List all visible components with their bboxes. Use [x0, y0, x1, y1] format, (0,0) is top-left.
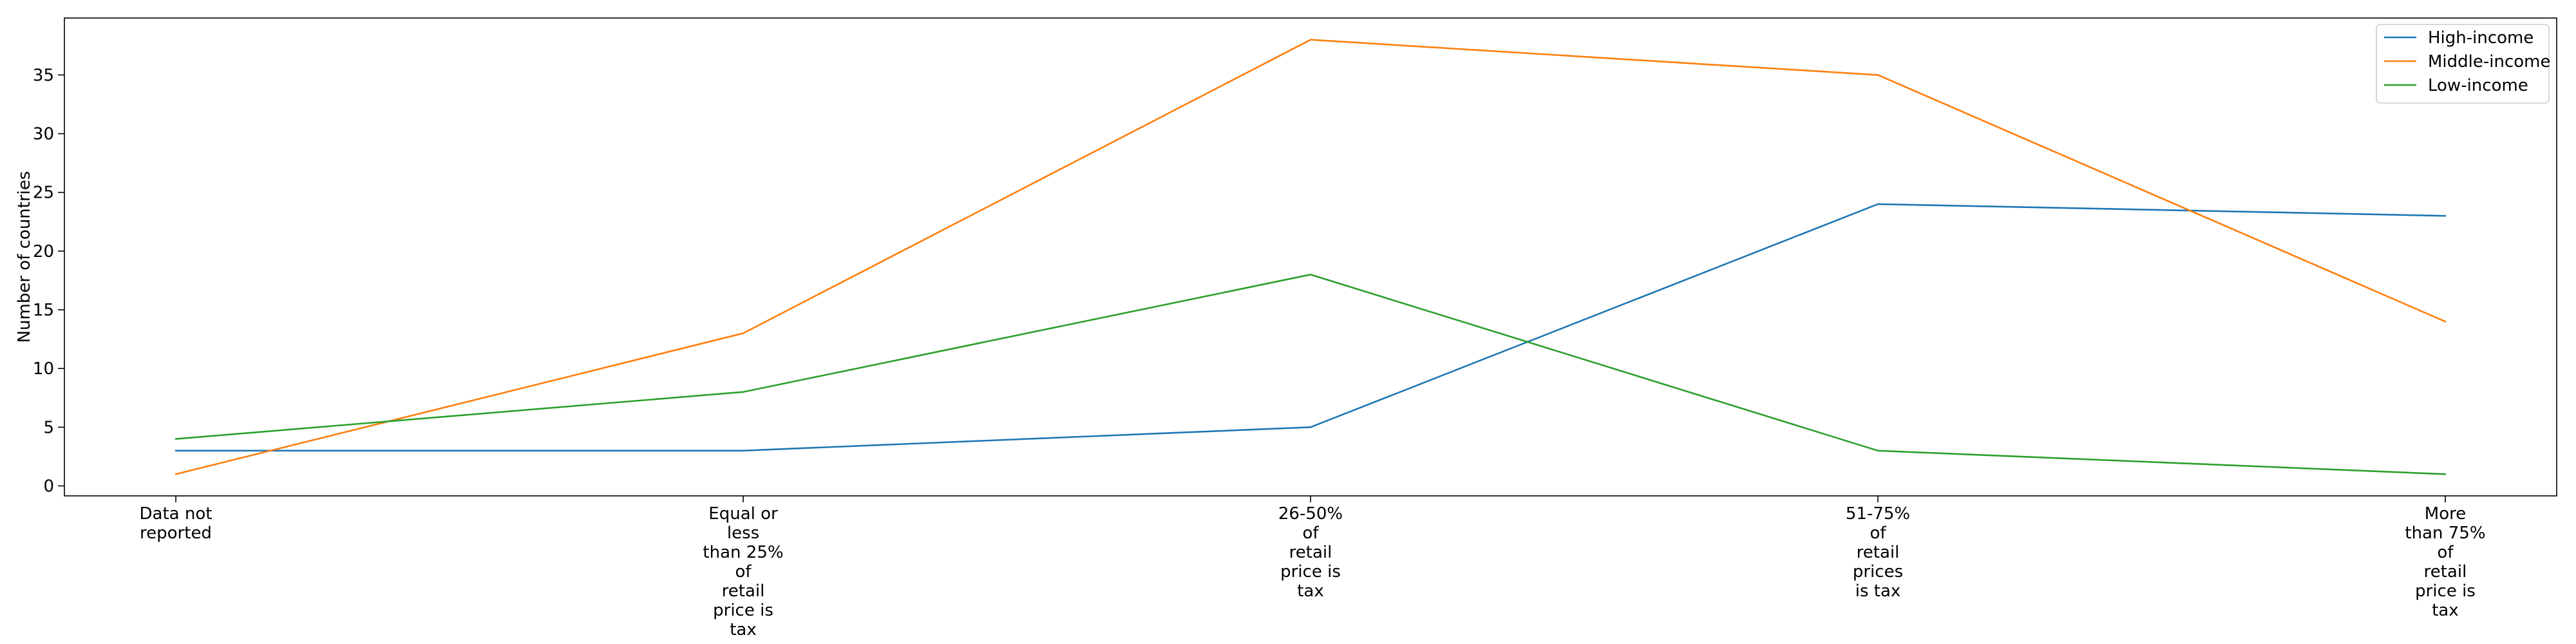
data-point-low-income [742, 391, 744, 393]
legend-label: High-income [2428, 28, 2533, 48]
legend-label: Low-income [2428, 76, 2528, 95]
y-tick-label: 30 [33, 125, 54, 144]
x-tick-label: 51-75% of retail prices is tax [1846, 504, 1910, 601]
y-tick-label: 25 [33, 184, 54, 203]
data-point-low-income [2444, 473, 2447, 475]
data-point-low-income [1877, 450, 1879, 452]
data-point-middle-income [742, 332, 744, 334]
data-point-high-income [2444, 214, 2447, 217]
x-tick-label: 26-50% of retail price is tax [1278, 504, 1343, 601]
data-point-high-income [175, 450, 177, 452]
data-point-middle-income [175, 473, 177, 475]
y-axis-title: Number of countries [15, 171, 34, 343]
data-point-high-income [1877, 203, 1879, 205]
legend-label: Middle-income [2428, 52, 2551, 71]
x-tick-label: Data not reported [140, 504, 213, 543]
y-tick-label: 20 [33, 242, 54, 261]
y-tick-label: 10 [33, 359, 54, 379]
plot-area [64, 17, 2557, 497]
x-tick-label: More than 75% of retail price is tax [2405, 504, 2485, 620]
data-point-middle-income [1877, 74, 1879, 76]
series-lines [175, 39, 2447, 475]
data-point-middle-income [1309, 39, 1312, 41]
data-point-high-income [742, 450, 744, 452]
data-point-middle-income [2444, 320, 2447, 323]
data-point-low-income [175, 438, 177, 440]
data-point-high-income [1309, 426, 1312, 428]
legend: High-income Middle-income Low-income [2376, 24, 2551, 104]
x-axis-ticks: Data not reported Equal or less than 25% of re… [140, 496, 2486, 639]
legend-box [2376, 24, 2550, 104]
y-tick-label: 35 [33, 66, 54, 85]
y-tick-label: 5 [43, 418, 54, 437]
y-axis-ticks: 0 5 10 15 20 25 30 35 [33, 66, 64, 497]
x-tick-label: Equal or less than 25% of retail price is tax [703, 504, 783, 639]
y-tick-label: 0 [43, 477, 54, 497]
y-tick-label: 15 [33, 301, 54, 320]
data-point-low-income [1309, 274, 1312, 276]
